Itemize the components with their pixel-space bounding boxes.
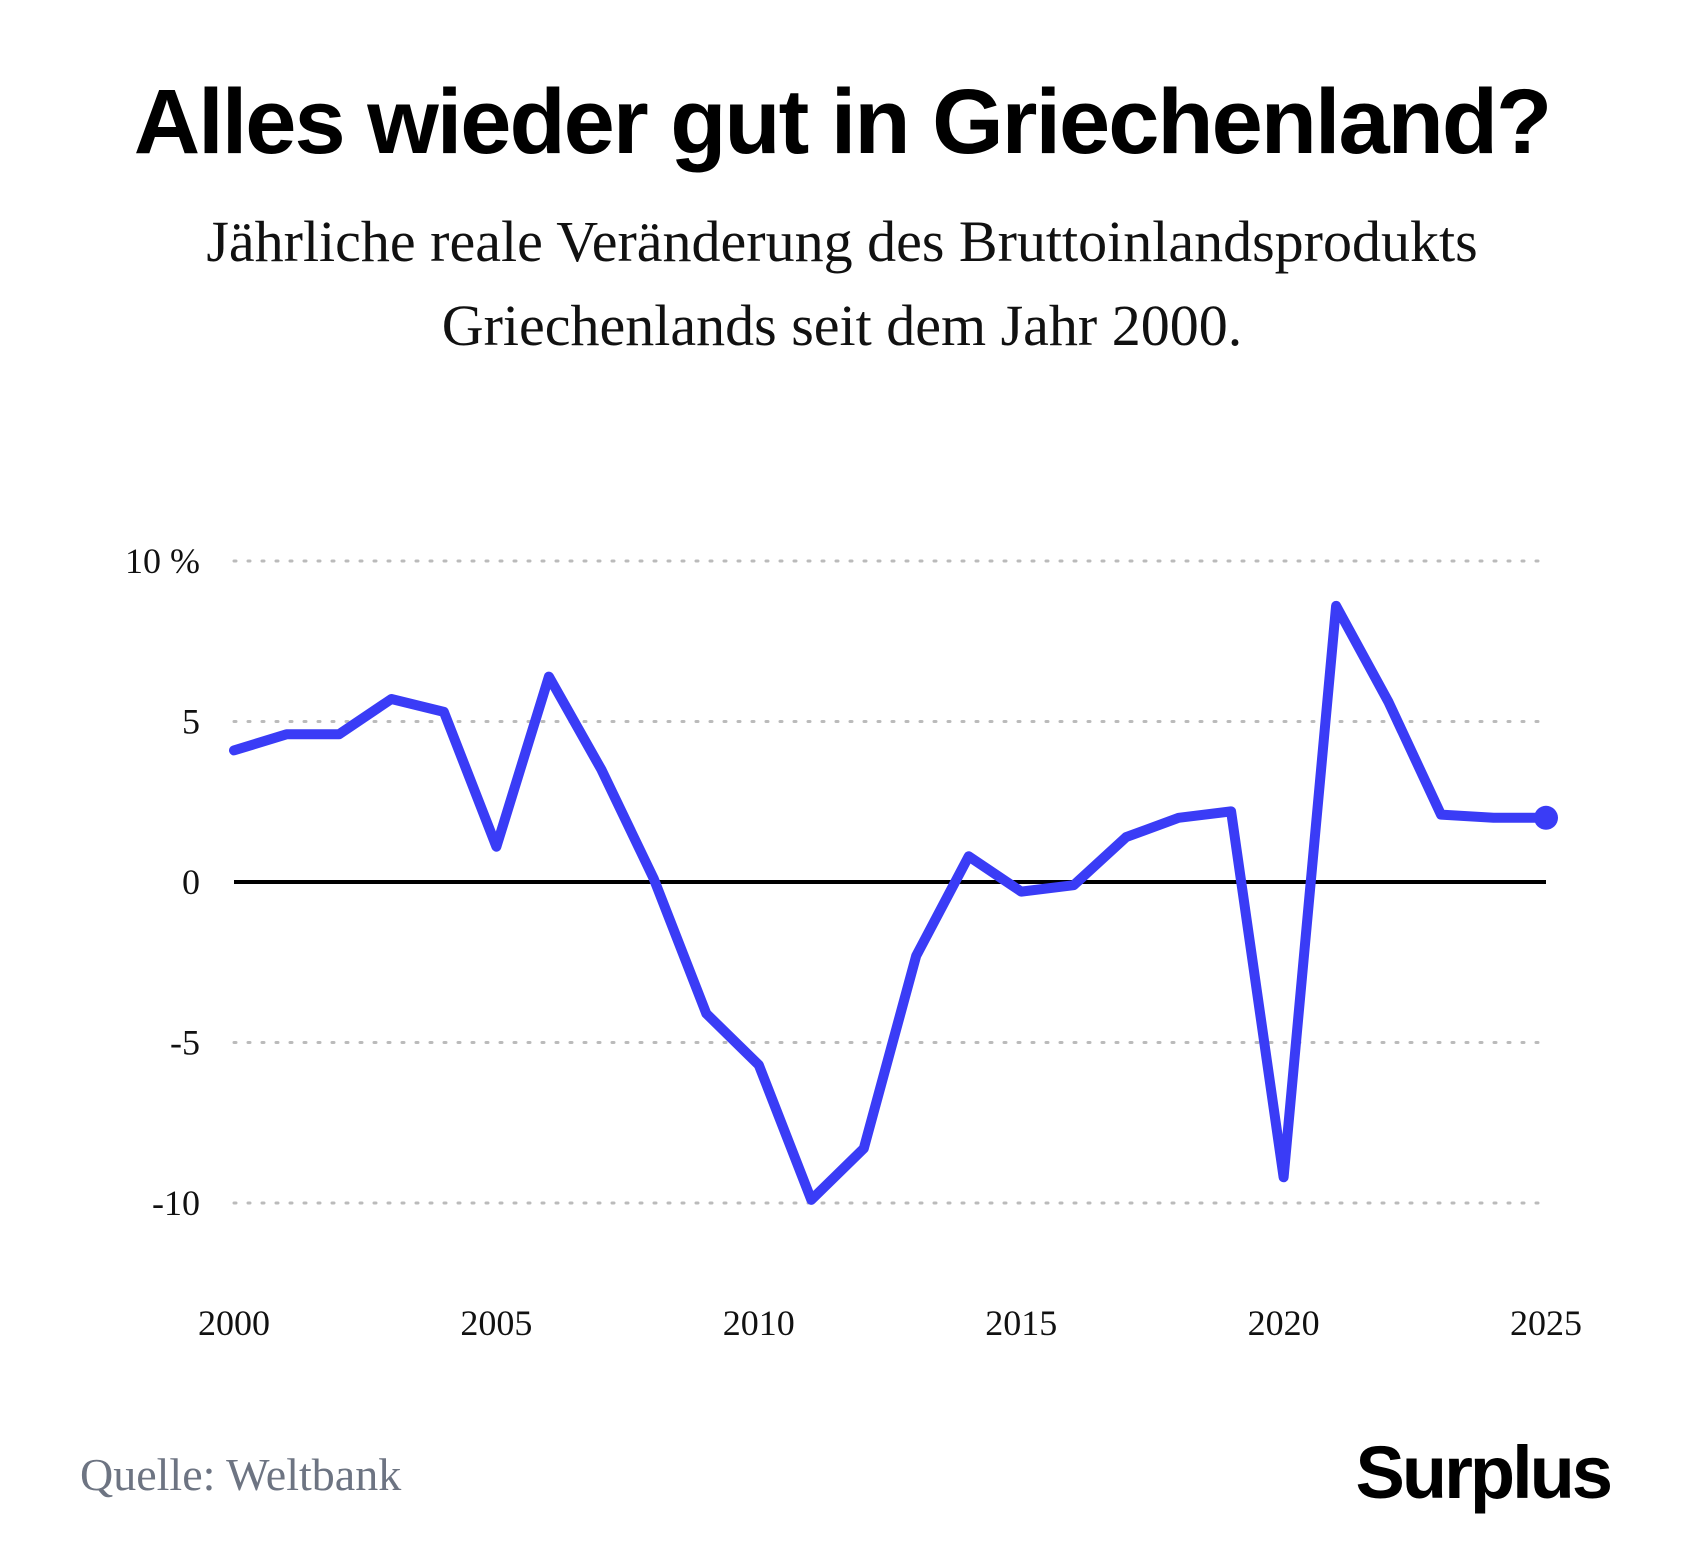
x-tick-label: 2010 [723,1303,795,1343]
series-line [229,600,1551,1205]
series-layer [229,600,1558,1205]
y-tick-label: -10 [152,1183,200,1223]
x-axis-ticks: 2000 2005 2010 2015 2020 2025 [198,1303,1582,1343]
brand-logo: Surplus [1355,1431,1613,1514]
x-tick-label: 2020 [1248,1303,1320,1343]
x-tick-label: 2000 [198,1303,270,1343]
y-tick-label: 10 % [125,541,200,581]
y-tick-label: -5 [170,1023,200,1063]
y-tick-label: 0 [182,862,200,902]
chart-subtitle: Jährliche reale Veränderung des Bruttoin… [206,209,1478,358]
x-tick-label: 2015 [985,1303,1057,1343]
x-tick-label: 2005 [460,1303,532,1343]
grid-lines [232,559,1546,1205]
endpoint-marker [1534,805,1558,830]
chart-title: Alles wieder gut in Griechenland? [133,71,1553,173]
y-tick-label: 5 [182,702,200,742]
x-tick-label: 2025 [1510,1303,1582,1343]
source-note: Quelle: Weltbank [80,1449,402,1500]
y-axis-ticks: 10 % 5 0 -5 -10 [125,541,200,1223]
